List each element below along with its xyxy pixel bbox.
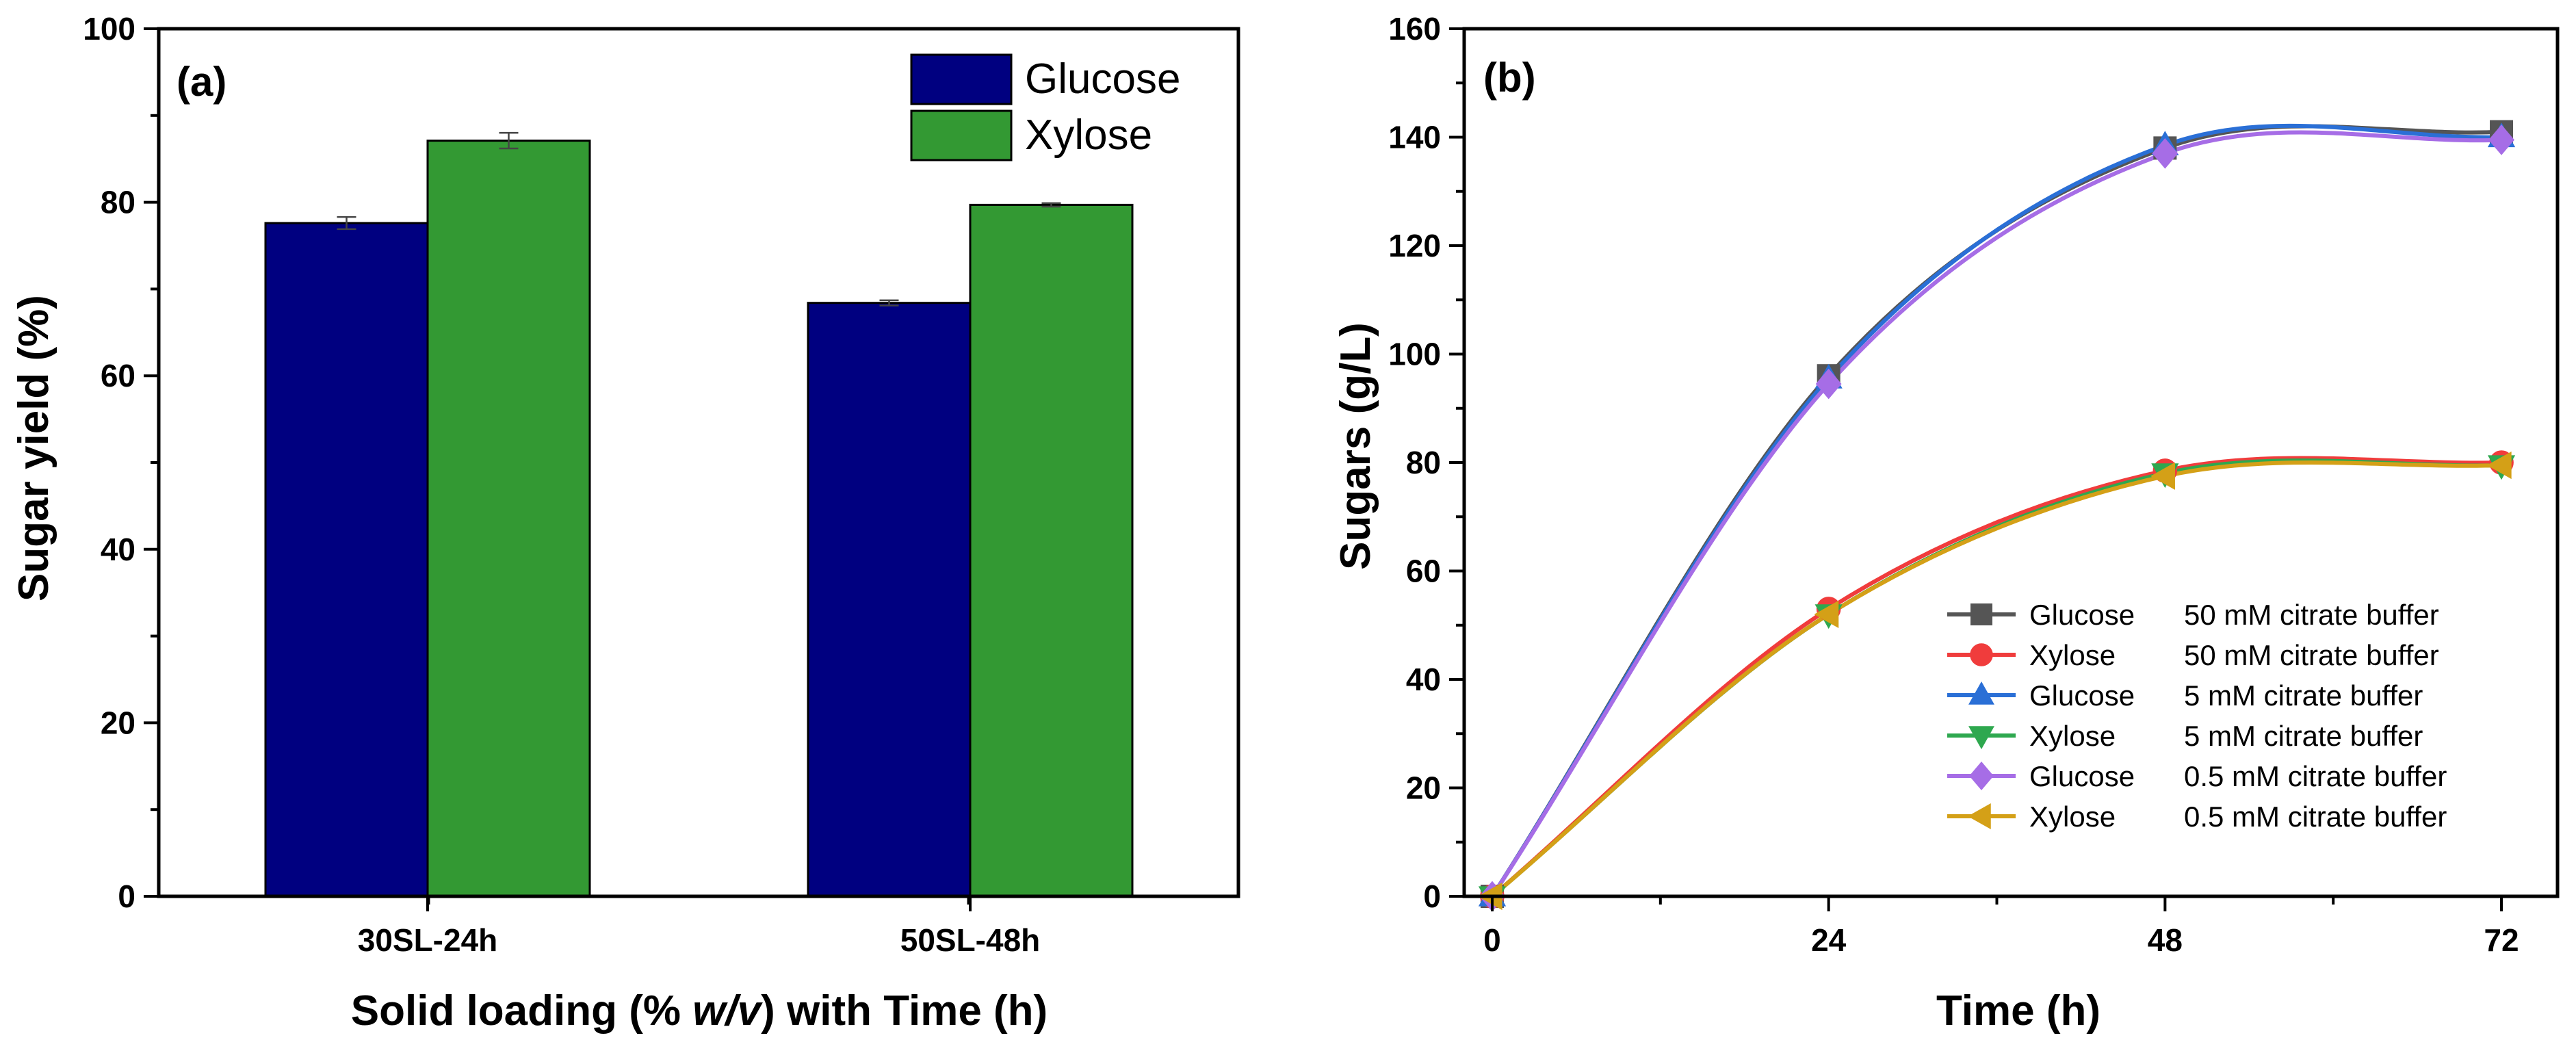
legend-swatch-xylose — [910, 109, 1013, 161]
y-tick-label: 20 — [1406, 770, 1441, 806]
legend-name: Xylose — [2029, 801, 2116, 833]
data-point-triangle-left — [2486, 451, 2512, 480]
legend-condition: 5 mM citrate buffer — [2184, 679, 2423, 712]
legend-marker-diamond — [1969, 761, 1994, 791]
tick-group: 0 20 40 60 80 100 120 140 160 0 24 48 72 — [1388, 11, 2519, 958]
data-point-triangle-left — [2150, 462, 2175, 490]
bar-glucose-30sl-24h — [264, 222, 429, 898]
error-bar-group — [337, 131, 1061, 307]
y-tick-label: 0 — [1423, 879, 1441, 914]
data-point-diamond — [2488, 125, 2514, 155]
x-axis-title: Solid loading (% w/v) with Time (h) — [351, 987, 1048, 1035]
legend-name: Glucose — [2029, 679, 2135, 712]
legend-condition: 0.5 mM citrate buffer — [2184, 760, 2447, 792]
bar-group — [264, 140, 1134, 898]
panel-label: (b) — [1483, 55, 1536, 101]
x-tick-label: 30SL-24h — [358, 922, 498, 958]
legend-marker-triangle-left — [1967, 803, 1991, 829]
panel-label: (a) — [177, 59, 226, 105]
bar-chart-panel: 0 20 40 60 80 100 30SL-24h 50SL-48h (a) Glucose… — [10, 11, 1240, 1035]
y-tick-label: 80 — [1406, 445, 1441, 480]
x-tick-label: 48 — [2148, 922, 2183, 958]
line-chart-panel: 0 20 40 60 80 100 120 140 160 0 24 48 72 (b) Glucose… — [1332, 11, 2560, 1035]
bar-glucose-50sl-48h — [807, 302, 972, 898]
y-axis-title: Sugars (g/L) — [1332, 322, 1379, 570]
series-line-xylose-2 — [1491, 456, 2502, 898]
y-tick-label: 60 — [1406, 554, 1441, 589]
bar-xylose-30sl-24h — [426, 140, 591, 898]
y-axis-title: Sugar yield (%) — [10, 295, 57, 601]
x-tick-label: 24 — [1811, 922, 1847, 958]
x-tick-label: 50SL-48h — [900, 922, 1041, 958]
legend-marker-square — [1970, 603, 1992, 625]
legend-condition: 5 mM citrate buffer — [2184, 720, 2423, 752]
legend-name: Glucose — [2029, 760, 2135, 792]
x-axis-title-part-1: Solid loading (% — [351, 987, 692, 1035]
legend-name: Glucose — [2029, 599, 2135, 631]
y-tick-label: 140 — [1388, 120, 1441, 155]
legend-name: Xylose — [2029, 639, 2116, 671]
tick-group: 0 20 40 60 80 100 30SL-24h 50SL-48h — [83, 11, 1040, 958]
y-tick-label: 100 — [1388, 337, 1441, 372]
legend-condition: 0.5 mM citrate buffer — [2184, 801, 2447, 833]
y-tick-label: 40 — [101, 532, 135, 567]
legend-condition: 50 mM citrate buffer — [2184, 599, 2439, 631]
x-tick-label: 0 — [1483, 922, 1501, 958]
series-line-glucose-5 — [1490, 130, 2502, 898]
y-tick-label: 100 — [83, 11, 135, 47]
x-axis-title: Time (h) — [1936, 987, 2100, 1035]
legend: Glucose Xylose — [910, 53, 1180, 161]
y-tick-label: 120 — [1388, 228, 1441, 263]
data-point-diamond — [1815, 368, 1842, 400]
x-axis-title-part-3: ) with Time (h) — [761, 987, 1048, 1035]
legend-marker-triangle-down — [1968, 726, 1994, 750]
legend-marker-triangle-up — [1968, 681, 1994, 705]
legend: Glucose 50 mM citrate buffer Xylose 50 mM c… — [1947, 599, 2447, 833]
data-point-diamond — [2152, 138, 2178, 169]
data-point-triangle-left — [1814, 600, 1839, 629]
legend-name: Xylose — [2029, 720, 2116, 752]
legend-condition: 50 mM citrate buffer — [2184, 639, 2439, 671]
x-axis-title-italic-part: w/v — [692, 987, 763, 1035]
legend-label: Glucose — [1025, 55, 1180, 103]
legend-marker-circle — [1970, 643, 1993, 666]
bar-xylose-50sl-48h — [969, 203, 1134, 898]
y-tick-label: 160 — [1388, 11, 1441, 47]
x-tick-label: 72 — [2484, 922, 2519, 958]
legend-label: Xylose — [1025, 112, 1152, 159]
y-tick-label: 20 — [101, 705, 135, 740]
legend-swatch-glucose — [910, 53, 1013, 105]
series-line-xylose-6 — [1491, 460, 2502, 898]
series-lines — [1490, 123, 2502, 898]
y-tick-label: 60 — [101, 358, 135, 393]
y-tick-label: 40 — [1406, 662, 1441, 697]
y-tick-label: 0 — [118, 879, 135, 914]
y-tick-label: 80 — [101, 185, 135, 220]
